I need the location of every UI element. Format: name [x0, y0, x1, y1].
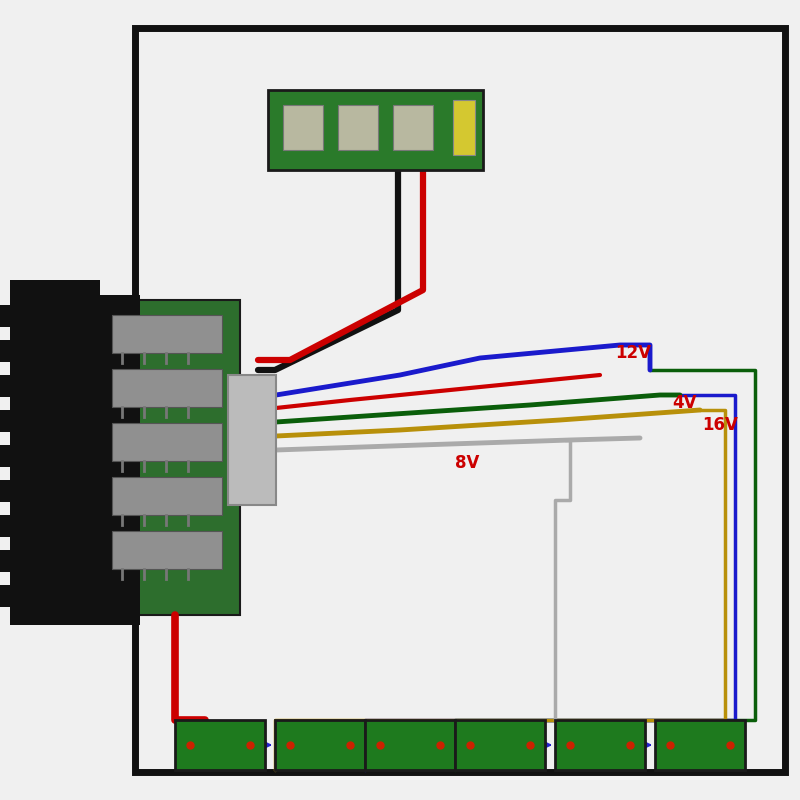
- Bar: [175, 720, 265, 770]
- Bar: [112, 315, 222, 353]
- Bar: [0, 375, 15, 397]
- Bar: [268, 90, 483, 170]
- Text: 12V: 12V: [615, 344, 651, 362]
- Bar: [283, 105, 323, 150]
- Bar: [393, 105, 433, 150]
- Text: 16V: 16V: [702, 416, 738, 434]
- Bar: [112, 369, 222, 407]
- Bar: [0, 480, 15, 502]
- Bar: [0, 340, 15, 362]
- Bar: [0, 515, 15, 537]
- Bar: [105, 300, 240, 615]
- Bar: [555, 720, 645, 770]
- Bar: [0, 305, 15, 327]
- Bar: [453, 100, 475, 155]
- Bar: [0, 410, 15, 432]
- Bar: [112, 477, 222, 515]
- Bar: [10, 280, 100, 300]
- Bar: [338, 105, 378, 150]
- Bar: [275, 720, 365, 770]
- Text: 4V: 4V: [672, 394, 697, 412]
- Text: 8V: 8V: [455, 454, 479, 472]
- Bar: [455, 720, 545, 770]
- Bar: [10, 295, 140, 625]
- Bar: [112, 423, 222, 461]
- Bar: [0, 445, 15, 467]
- Bar: [365, 720, 455, 770]
- Bar: [0, 585, 15, 607]
- Bar: [228, 375, 276, 505]
- Bar: [112, 531, 222, 569]
- Bar: [0, 550, 15, 572]
- Bar: [655, 720, 745, 770]
